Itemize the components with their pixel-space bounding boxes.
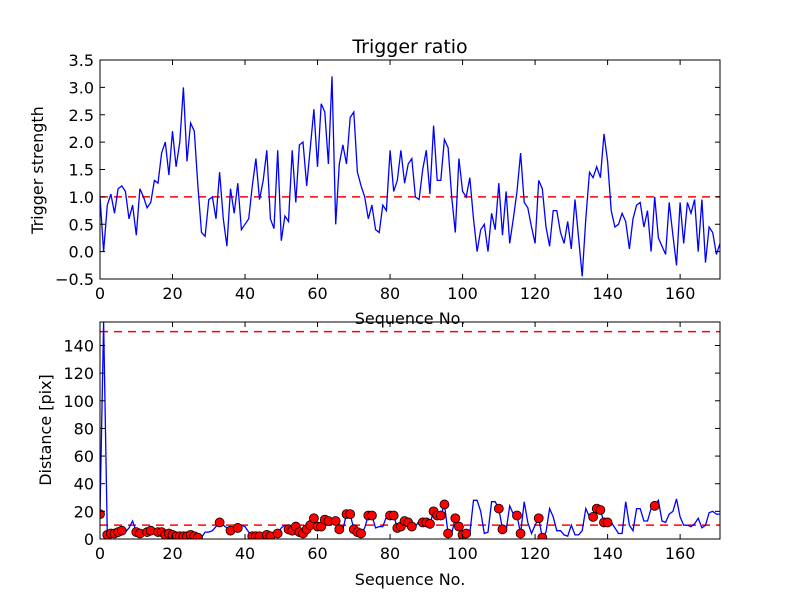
plot-area <box>100 322 720 539</box>
y-tick-label: 2.0 <box>69 133 94 152</box>
marker-point <box>116 525 127 536</box>
x-tick-label: 160 <box>665 544 696 563</box>
x-tick-label: 120 <box>520 284 551 303</box>
y-tick-label: 140 <box>63 336 94 355</box>
marker-point <box>272 528 283 539</box>
x-tick-label: 80 <box>380 544 400 563</box>
x-tick-label: 140 <box>592 544 623 563</box>
plot-area <box>100 76 720 277</box>
y-tick-label: 0.5 <box>69 215 94 234</box>
marker-point <box>512 510 522 521</box>
x-tick-label: 80 <box>380 284 400 303</box>
y-tick-label: 1.0 <box>69 188 94 207</box>
top-x-axis-label: Sequence No. <box>355 309 466 328</box>
x-tick-label: 140 <box>592 284 623 303</box>
marker-point <box>232 523 243 533</box>
marker-point <box>367 510 377 521</box>
marker-point <box>192 532 203 539</box>
x-tick-label: 20 <box>162 544 182 563</box>
top-chart-title: Trigger ratio <box>351 36 467 58</box>
marker-point <box>330 516 341 526</box>
x-tick-label: 100 <box>447 544 478 563</box>
x-tick-label: 20 <box>162 284 182 303</box>
y-tick-label: 120 <box>63 364 94 383</box>
y-tick-label: 1.5 <box>69 161 94 180</box>
y-tick-label: 40 <box>74 475 94 494</box>
top-axes: 0 20 40 60 80 100 120 140 160 −0.5 0.0 0.5 1.0 1.5 2.0… <box>55 51 721 303</box>
y-tick-label: 3.5 <box>69 51 94 70</box>
marker-point <box>497 524 508 535</box>
x-tick-label: 120 <box>520 544 551 563</box>
trigger-line <box>100 76 720 277</box>
y-tick-label: 2.5 <box>69 106 94 125</box>
marker-point <box>454 521 464 532</box>
marker-point <box>356 528 366 539</box>
marker-point <box>406 521 417 532</box>
y-tick-label: 0 <box>84 530 94 549</box>
marker-point <box>100 509 105 520</box>
x-tick-label: 100 <box>447 284 478 303</box>
y-tick-label: 80 <box>74 419 94 438</box>
marker-point <box>309 513 319 524</box>
marker-point <box>461 528 472 539</box>
axes-frame <box>99 321 721 540</box>
x-tick-label: 40 <box>235 284 255 303</box>
marker-point <box>450 513 461 524</box>
marker-point <box>345 509 356 520</box>
marker-point <box>334 524 345 535</box>
bottom-axes: 0 20 40 60 80 100 120 140 160 0 20 40 60 80 100 120 140 <box>63 321 721 563</box>
bottom-x-axis-label: Sequence No. <box>355 570 466 589</box>
marker-point <box>425 518 435 529</box>
marker-point <box>493 503 504 514</box>
y-tick-label: −0.5 <box>55 270 94 289</box>
marker-point <box>214 517 225 528</box>
marker-point <box>388 510 399 521</box>
y-tick-label: 20 <box>74 502 94 521</box>
marker-point <box>588 511 598 522</box>
x-tick-label: 0 <box>95 544 105 563</box>
y-tick-label: 60 <box>74 447 94 466</box>
x-tick-label: 0 <box>95 284 105 303</box>
marker-point <box>435 510 446 521</box>
x-tick-label: 60 <box>307 284 327 303</box>
marker-point <box>439 499 450 510</box>
marker-point <box>649 500 660 511</box>
y-tick-label: 100 <box>63 392 94 411</box>
x-tick-label: 40 <box>235 544 255 563</box>
x-tick-label: 160 <box>665 284 696 303</box>
y-tick-label: 3.0 <box>69 78 94 97</box>
marker-point <box>537 532 548 539</box>
top-y-axis-label: Trigger strength <box>28 106 47 235</box>
marker-point <box>443 528 453 539</box>
marker-point <box>595 505 606 515</box>
y-tick-label: 0.0 <box>69 243 94 262</box>
x-tick-label: 60 <box>307 544 327 563</box>
marker-point <box>533 513 544 524</box>
marker-point <box>602 517 613 528</box>
marker-point <box>515 528 526 539</box>
bottom-y-axis-label: Distance [pix] <box>36 374 55 486</box>
